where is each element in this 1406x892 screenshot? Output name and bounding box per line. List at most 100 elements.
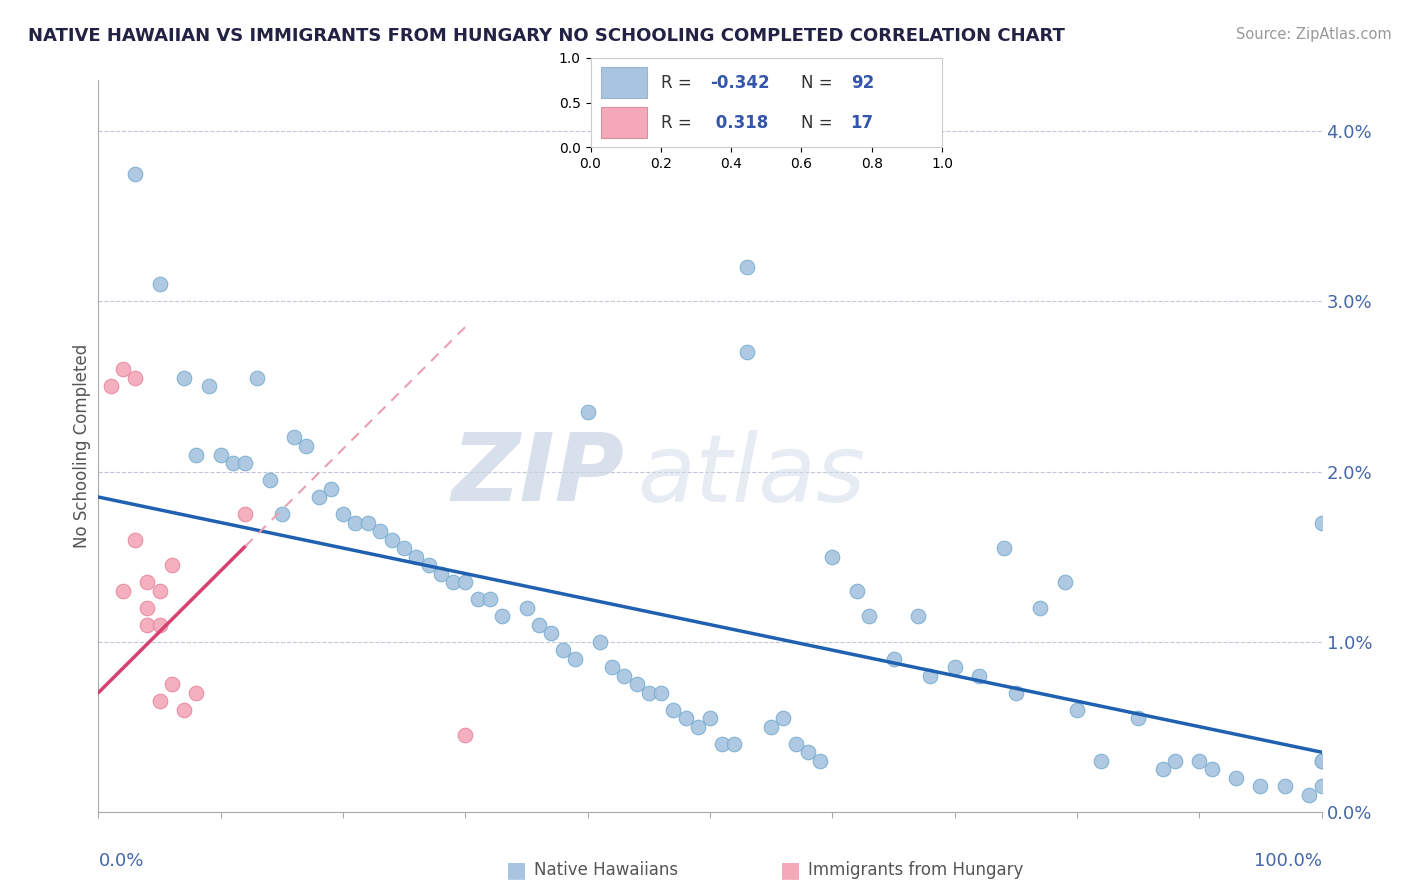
Point [662,703,685,717]
Point [100,379,122,393]
Point [259,473,281,487]
Point [136,617,159,632]
Point [160,558,183,572]
Point [332,507,354,521]
Point [111,362,134,376]
Point [319,482,342,496]
Point [589,634,612,648]
Point [149,277,172,292]
Text: NATIVE HAWAIIAN VS IMMIGRANTS FROM HUNGARY NO SCHOOLING COMPLETED CORRELATION CH: NATIVE HAWAIIAN VS IMMIGRANTS FROM HUNGA… [28,27,1064,45]
Point [1029,600,1052,615]
Point [1128,711,1150,725]
Text: Immigrants from Hungary: Immigrants from Hungary [808,861,1024,879]
Point [186,686,208,700]
Bar [602,67,647,98]
Point [149,617,172,632]
Point [723,737,745,751]
Point [270,507,294,521]
Point [124,371,146,385]
Text: N =: N = [801,73,838,92]
Point [418,558,440,572]
Point [136,575,159,590]
Point [1201,762,1223,776]
Text: R =: R = [661,113,697,132]
Point [186,448,208,462]
Point [516,600,538,615]
Point [600,660,623,674]
Bar [602,107,647,138]
Point [1310,754,1333,768]
Point [907,609,929,624]
Text: 92: 92 [851,73,875,92]
Point [454,575,477,590]
Point [392,541,416,555]
Point [467,592,489,607]
Point [1274,779,1296,793]
Point [650,686,672,700]
Point [675,711,697,725]
Text: -0.342: -0.342 [710,73,769,92]
Text: Native Hawaiians: Native Hawaiians [534,861,679,879]
Point [883,651,905,665]
Point [735,260,758,275]
Point [785,737,807,751]
Point [149,583,172,598]
Y-axis label: No Schooling Completed: No Schooling Completed [73,344,91,548]
Text: R =: R = [661,73,697,92]
Point [1250,779,1272,793]
Point [136,600,159,615]
Point [491,609,513,624]
Point [1053,575,1076,590]
Point [1310,754,1333,768]
Point [173,703,195,717]
Point [441,575,464,590]
Point [295,439,318,453]
Point [638,686,661,700]
Point [356,516,378,530]
Point [1188,754,1211,768]
Point [821,549,844,564]
Point [1164,754,1187,768]
Point [1090,754,1112,768]
Text: Source: ZipAtlas.com: Source: ZipAtlas.com [1236,27,1392,42]
Point [246,371,269,385]
Point [553,643,575,657]
Point [1298,788,1320,802]
Point [967,668,990,682]
Point [149,694,172,708]
Point [209,448,232,462]
Point [197,379,219,393]
Point [222,456,245,470]
Text: ■: ■ [506,860,527,880]
Point [1152,762,1174,776]
Text: N =: N = [801,113,838,132]
Point [124,167,146,181]
Point [626,677,648,691]
Text: 17: 17 [851,113,873,132]
Point [1225,771,1247,785]
Point [772,711,794,725]
Point [564,651,586,665]
Point [613,668,636,682]
Point [808,754,831,768]
Point [111,583,134,598]
Point [1310,779,1333,793]
Point [993,541,1015,555]
Point [527,617,550,632]
Point [233,456,256,470]
Point [160,677,183,691]
Point [797,745,820,759]
Point [124,533,146,547]
Point [1310,516,1333,530]
Point [576,405,599,419]
Point [430,566,453,581]
Point [283,430,305,444]
Text: 100.0%: 100.0% [1254,852,1322,870]
Text: ■: ■ [780,860,801,880]
Point [711,737,734,751]
Point [454,728,477,742]
Text: 0.318: 0.318 [710,113,768,132]
Point [1004,686,1026,700]
Text: atlas: atlas [637,430,865,521]
Point [735,345,758,359]
